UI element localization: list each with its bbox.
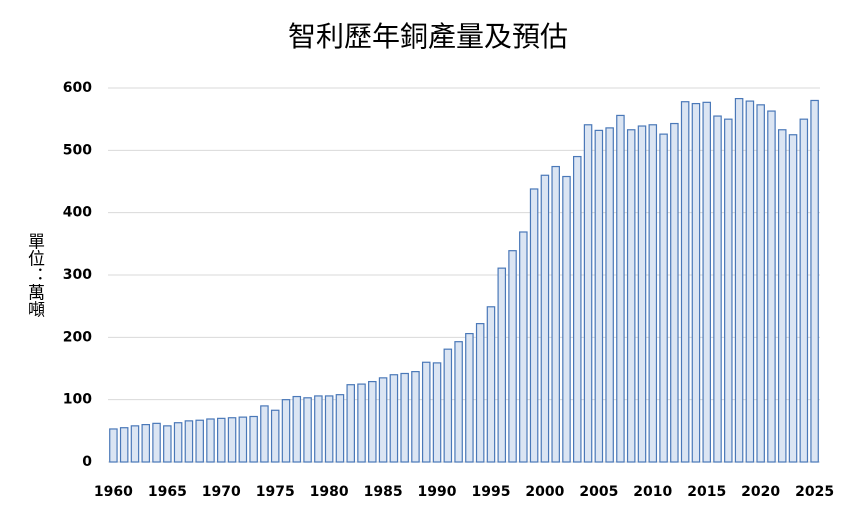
bar xyxy=(249,415,258,463)
bar xyxy=(421,361,431,463)
bar xyxy=(454,341,463,463)
y-axis-label: 單位：萬噸 xyxy=(24,233,45,318)
bar xyxy=(173,422,183,463)
bar xyxy=(206,418,215,463)
bar xyxy=(745,100,755,463)
bar xyxy=(163,425,172,463)
bar xyxy=(767,110,776,463)
x-tick-label: 1990 xyxy=(418,484,457,500)
bar xyxy=(400,372,409,463)
x-tick-label: 1975 xyxy=(256,484,295,500)
x-tick-label: 1980 xyxy=(310,484,349,500)
bar xyxy=(724,118,733,463)
chart-title: 智利歷年銅產量及預估 xyxy=(288,20,568,53)
x-tick-label: 1985 xyxy=(364,484,403,500)
x-tick-label: 2000 xyxy=(525,484,564,500)
bar xyxy=(637,125,647,463)
x-tick-label: 1965 xyxy=(148,484,187,500)
x-tick-label: 2020 xyxy=(741,484,780,500)
bar xyxy=(378,377,388,463)
bar xyxy=(519,231,528,463)
bar xyxy=(810,99,819,463)
bar xyxy=(184,420,194,463)
bar xyxy=(799,118,809,463)
bar xyxy=(141,424,151,463)
bar xyxy=(303,397,312,463)
bar xyxy=(314,395,323,463)
bar xyxy=(346,384,355,463)
bar xyxy=(616,114,625,463)
bar xyxy=(217,417,226,463)
bar xyxy=(432,362,442,463)
bar xyxy=(529,188,539,463)
x-tick-label: 1995 xyxy=(471,484,510,500)
y-tick-label: 100 xyxy=(63,392,92,408)
x-tick-label: 2005 xyxy=(579,484,618,500)
bar xyxy=(238,416,248,463)
bar xyxy=(777,129,787,463)
bar xyxy=(292,395,302,463)
x-tick-label: 1960 xyxy=(94,484,133,500)
x-tick-label: 1970 xyxy=(202,484,241,500)
bar xyxy=(605,127,614,463)
bar xyxy=(411,371,420,463)
bar xyxy=(680,101,690,463)
bar xyxy=(443,348,453,463)
bar xyxy=(626,129,636,463)
bar xyxy=(389,374,399,463)
bar xyxy=(324,395,334,463)
bar xyxy=(335,394,345,463)
bar xyxy=(270,409,280,463)
bar xyxy=(508,250,517,463)
bar xyxy=(788,134,798,463)
bar xyxy=(734,97,744,463)
bar xyxy=(756,104,765,463)
y-tick-label: 0 xyxy=(82,454,92,470)
y-tick-label: 400 xyxy=(63,205,92,221)
y-tick-label: 300 xyxy=(63,267,92,283)
bar xyxy=(713,115,722,463)
x-tick-label: 2015 xyxy=(687,484,726,500)
bar xyxy=(357,383,366,463)
y-tick-label: 600 xyxy=(63,80,92,96)
bar xyxy=(281,399,291,463)
bar xyxy=(109,428,118,463)
bar xyxy=(540,174,550,463)
y-tick-label: 200 xyxy=(63,329,92,345)
bar xyxy=(152,422,161,463)
bar xyxy=(368,380,377,463)
bar xyxy=(702,101,711,463)
bar xyxy=(130,425,140,463)
y-tick-label: 500 xyxy=(63,142,92,158)
bar xyxy=(594,129,604,463)
bar xyxy=(648,124,658,463)
bar xyxy=(486,306,496,463)
bar xyxy=(465,332,474,463)
bar xyxy=(260,405,269,463)
bar xyxy=(583,124,593,463)
bar xyxy=(659,133,668,463)
bar xyxy=(670,122,679,463)
bar xyxy=(551,165,560,463)
bar xyxy=(691,102,701,463)
x-tick-label: 2025 xyxy=(795,484,834,500)
bar xyxy=(227,417,237,463)
bar xyxy=(195,419,204,463)
bar xyxy=(562,175,571,463)
bar xyxy=(573,155,582,463)
bar xyxy=(497,267,507,463)
bar xyxy=(475,323,485,463)
bar xyxy=(119,427,129,463)
x-tick-label: 2010 xyxy=(633,484,672,500)
